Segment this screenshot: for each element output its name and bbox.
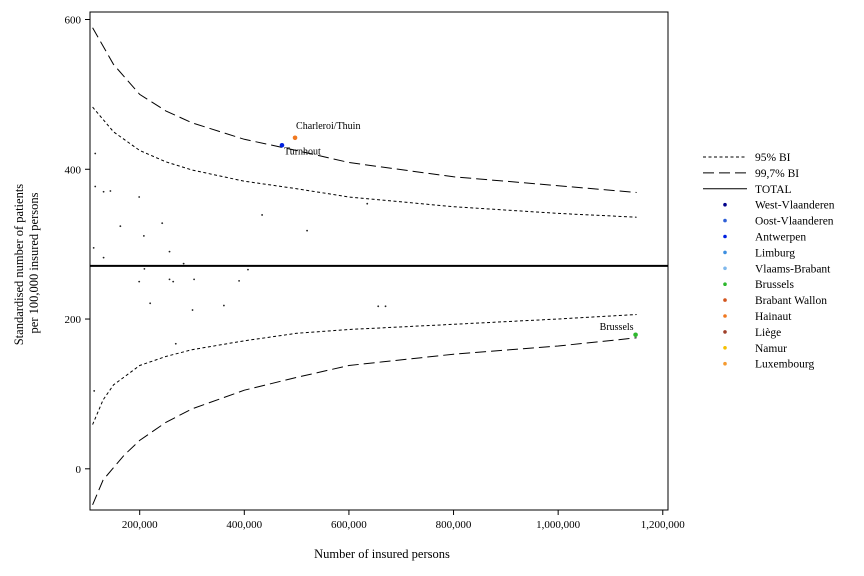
legend-dot-swatch [723, 234, 727, 239]
data-point [238, 279, 240, 282]
data-point [384, 305, 387, 308]
legend-label: Namur [755, 343, 787, 355]
legend-dot-swatch [723, 282, 727, 287]
y-tick-label: 200 [65, 314, 82, 326]
ci95-upper-line [92, 106, 637, 218]
legend-dot-swatch [723, 218, 727, 223]
legend-dot-swatch [723, 346, 727, 350]
data-point [161, 222, 164, 225]
y-tick-label: 600 [65, 14, 82, 26]
legend-label: Luxembourg [755, 359, 814, 371]
ci95-lower-line [92, 314, 637, 425]
highlighted-point [279, 142, 285, 148]
y-tick-label: 400 [65, 164, 82, 176]
data-point [149, 302, 152, 305]
y-axis-title: Standardised number of patients per 100,… [12, 181, 41, 346]
y-tick-label: 0 [76, 464, 82, 476]
data-point [182, 262, 185, 265]
legend-label: Limburg [755, 247, 795, 259]
data-point [172, 280, 175, 283]
plot-frame [89, 11, 669, 511]
data-point [119, 225, 122, 228]
point-annotation: Charleroi/Thuin [296, 121, 360, 132]
data-point [138, 280, 141, 283]
data-point [306, 229, 308, 232]
data-point [377, 305, 380, 308]
data-point [142, 235, 145, 237]
legend-label: Hainaut [755, 311, 792, 323]
y-axis-title-line-1: Standardised number of patients [12, 184, 26, 346]
legend-label: 99,7% BI [755, 168, 799, 180]
legend-label: 95% BI [755, 152, 791, 164]
data-point [168, 250, 171, 253]
data-point [261, 214, 263, 216]
legend-label: TOTAL [755, 184, 792, 196]
legend-dot-swatch [723, 314, 727, 318]
axes: 200,000 400,000 600,000 800,000 1,000,000 1,2… [65, 14, 686, 531]
point-annotation: Brussels [600, 322, 634, 333]
x-tick-label: 200,000 [122, 519, 158, 531]
data-point [193, 278, 195, 281]
x-tick-label: 600,000 [331, 519, 367, 531]
data-point [93, 390, 96, 392]
x-axis-title: Number of insured persons [314, 547, 450, 561]
legend-label: Vlaams-Brabant [755, 263, 831, 275]
legend: 95% BI 99,7% BI TOTAL West-Vlaanderen Oost-V… [703, 152, 835, 371]
data-point [94, 152, 97, 155]
highlighted-point [633, 332, 638, 338]
legend-dot-swatch [723, 330, 727, 334]
data-point [366, 202, 369, 205]
x-tick-label: 1,000,000 [536, 519, 581, 531]
legend-label: Antwerpen [755, 232, 806, 244]
legend-label: Brussels [755, 279, 795, 291]
data-point [174, 342, 177, 345]
data-point [138, 196, 141, 198]
legend-dot-swatch [723, 361, 727, 366]
x-tick-label: 1,200,000 [641, 519, 686, 531]
highlighted-point [292, 135, 298, 141]
legend-dot-swatch [723, 298, 727, 302]
data-point [109, 190, 112, 192]
data-point [168, 278, 171, 281]
y-axis-title-line-2: per 100,000 insured persons [27, 192, 41, 333]
data-point [102, 190, 105, 193]
legend-label: West-Vlaanderen [755, 200, 835, 212]
limit-lines [90, 27, 668, 505]
data-points: Charleroi/Thuin Turnhout Brussels [92, 121, 638, 392]
legend-dot-swatch [723, 250, 727, 255]
x-tick-label: 800,000 [436, 519, 472, 531]
data-point [94, 185, 97, 188]
legend-label: Brabant Wallon [755, 295, 827, 307]
data-point [247, 268, 249, 271]
point-annotation: Turnhout [284, 146, 321, 157]
data-point [191, 309, 194, 311]
data-point [223, 304, 225, 307]
data-point [92, 246, 95, 249]
ci997-upper-line [92, 27, 637, 193]
data-point [102, 256, 105, 259]
legend-label: Oost-Vlaanderen [755, 216, 834, 228]
x-tick-label: 400,000 [226, 519, 262, 531]
legend-dot-swatch [723, 202, 727, 207]
legend-dot-swatch [723, 266, 727, 271]
data-point [143, 267, 146, 270]
ci997-lower-line [92, 337, 637, 505]
legend-label: Liège [755, 327, 781, 339]
